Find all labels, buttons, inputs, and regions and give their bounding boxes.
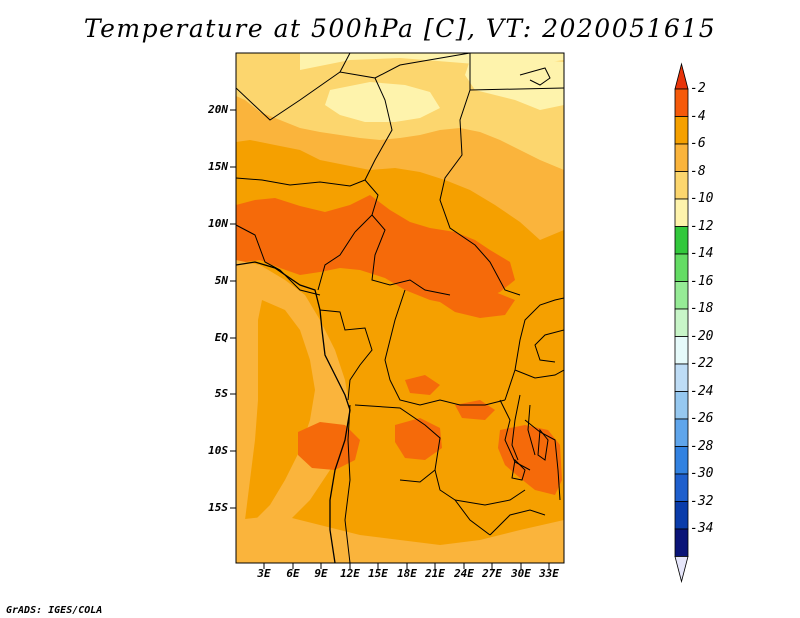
grads-credit: GrADS: IGES/COLA [6,605,103,616]
y-ticks [230,109,236,509]
colorbar-segment [674,501,689,530]
coolest-patch-center [325,82,440,122]
colorbar-segment [674,88,689,117]
colorbar-segment [674,473,689,502]
y-tick-label-15s: 15S [208,501,228,514]
colorbar-label-m34: -34 [690,521,714,536]
warm-band [236,195,515,305]
colorbar-segment [674,391,689,420]
x-ticks [263,563,550,569]
y-tick-label-20n: 20N [208,103,228,116]
colorbar-bottom-arrow [674,556,689,584]
colorbar-segment [674,446,689,475]
x-tick-label-33e: 33E [539,567,559,580]
colorbar-label-m30: -30 [690,466,714,481]
colorbar-segment [674,226,689,255]
colorbar-label-m16: -16 [690,274,714,289]
lakes [511,394,549,481]
x-tick-label-18e: 18E [397,567,417,580]
temperature-field [236,53,564,563]
cool-region-south [236,515,564,563]
colorbar-label-m4: -4 [690,109,706,124]
colorbar-label-m14: -14 [690,246,714,261]
y-tick-label-10s: 10S [208,444,228,457]
coolest-patch-north-east [465,58,564,110]
colorbar-label-m26: -26 [690,411,714,426]
colorbar-label-m24: -24 [690,384,714,399]
warm-patch-south-west [298,422,360,470]
colorbar-segment [674,418,689,447]
x-tick-label-30e: 30E [511,567,531,580]
colorbar-label-m6: -6 [690,136,706,151]
country-boundaries [236,53,564,563]
x-tick-label-9e: 9E [314,567,328,580]
colorbar-segment [674,528,689,557]
x-tick-label-24e: 24E [454,567,474,580]
colorbar-segment [674,253,689,282]
warm-patch-south-center [395,418,442,460]
colorbar-label-m10: -10 [690,191,714,206]
colorbar-segment [674,308,689,337]
colorbar-label-m12: -12 [690,219,714,234]
map-title: Temperature at 500hPa [C], VT: 202005161… [83,14,717,43]
colorbar-label-m28: -28 [690,439,714,454]
colorbar-label-m18: -18 [690,301,714,316]
warm-patch-south-east [498,425,562,495]
y-tick-label-15n: 15N [208,160,228,173]
colorbar-label-m22: -22 [690,356,714,371]
x-tick-label-15e: 15E [368,567,388,580]
colorbar-segment [674,198,689,227]
x-tick-label-27e: 27E [482,567,502,580]
x-tick-label-6e: 6E [286,567,300,580]
y-tick-label-5s: 5S [214,387,228,400]
colorbar-segment [674,336,689,365]
colorbar-top-arrow [674,62,689,90]
x-tick-label-21e: 21E [425,567,445,580]
warm-patch-east [440,285,515,318]
colorbar-segment [674,363,689,392]
colorbar-label-m2: -2 [690,81,706,96]
y-tick-label-eq: EQ [214,331,228,344]
colorbar-segment [674,171,689,200]
colorbar-segment [674,143,689,172]
colorbar-segment [674,281,689,310]
base-strip-interior [245,300,315,520]
x-tick-label-12e: 12E [340,567,360,580]
warm-patch-small-2 [405,375,440,395]
colorbar-label-m8: -8 [690,164,706,179]
colorbar [674,62,689,584]
colorbar-label-m20: -20 [690,329,714,344]
colorbar-label-m32: -32 [690,494,714,509]
coastline [236,261,351,563]
y-tick-label-5n: 5N [214,274,228,287]
colorbar-segment [674,116,689,145]
plot-frame [235,52,565,564]
x-tick-label-3e: 3E [257,567,271,580]
y-tick-label-10n: 10N [208,217,228,230]
